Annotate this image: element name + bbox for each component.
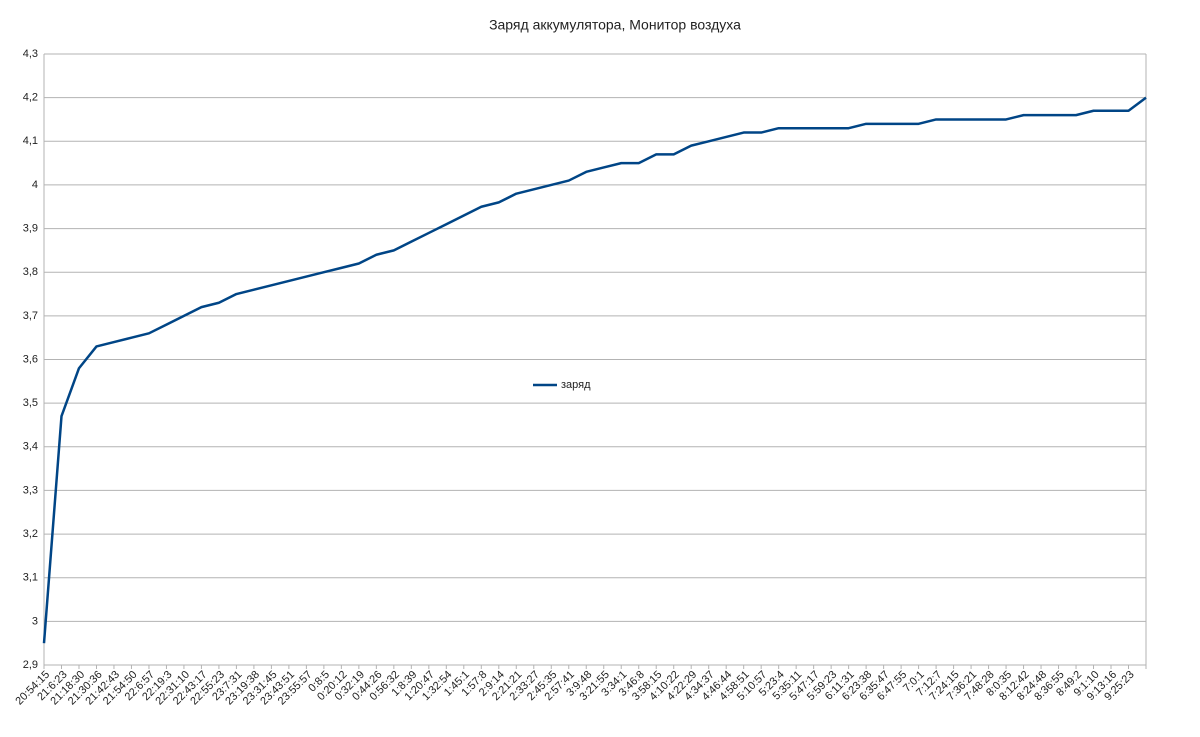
- y-tick-label: 3,2: [23, 528, 38, 540]
- y-tick-label: 4,2: [23, 92, 38, 104]
- y-tick-label: 4,1: [23, 135, 38, 147]
- legend-label: заряд: [561, 379, 591, 391]
- y-tick-label: 3,7: [23, 310, 38, 322]
- y-tick-label: 2,9: [23, 659, 38, 671]
- y-tick-label: 3,4: [23, 441, 38, 453]
- chart-title: Заряд аккумулятора, Монитор воздуха: [489, 17, 741, 33]
- y-tick-label: 3,6: [23, 353, 38, 365]
- y-tick-label: 3,8: [23, 266, 38, 278]
- data-line: [42, 96, 1147, 644]
- y-tick-label: 3,5: [23, 397, 38, 409]
- y-tick-label: 3,9: [23, 222, 38, 234]
- y-tick-label: 3,1: [23, 572, 38, 584]
- y-tick-label: 4: [32, 179, 38, 191]
- y-tick-label: 4,3: [23, 48, 38, 60]
- y-tick-label: 3,3: [23, 484, 38, 496]
- y-tick-label: 3: [32, 615, 38, 627]
